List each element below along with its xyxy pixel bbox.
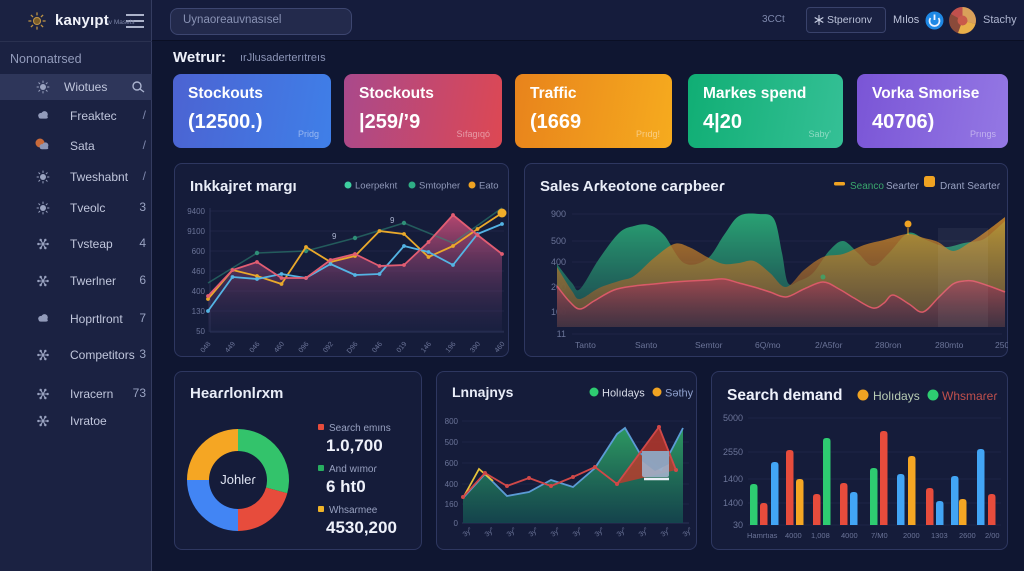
svg-text:3y°: 3y° (527, 526, 540, 539)
svg-text:Whsmaɾeɾ: Whsmaɾeɾ (942, 389, 997, 403)
svg-text:Seaɾch emıns: Seaɾch emıns (329, 423, 391, 434)
svg-text:4000: 4000 (785, 531, 802, 540)
svg-text:Dɾant Seaɾteɾ: Dɾant Seaɾteɾ (940, 181, 1001, 192)
svg-text:3y°: 3y° (483, 526, 496, 539)
svg-text:2550: 2550 (723, 447, 743, 457)
svg-text:2/00: 2/00 (985, 531, 1000, 540)
svg-text:Tanto: Tanto (575, 340, 596, 350)
svg-text:460: 460 (192, 267, 206, 276)
svg-text:Search demand: Search demand (727, 387, 842, 404)
svg-text:9: 9 (332, 232, 337, 241)
svg-text:9400: 9400 (187, 207, 205, 216)
svg-text:160: 160 (445, 500, 459, 509)
svg-text:Holıdays: Holıdays (873, 389, 920, 403)
svg-text:3y°: 3y° (571, 526, 584, 539)
svg-text:400: 400 (192, 287, 206, 296)
svg-text:Johleɾ: Johleɾ (220, 472, 256, 487)
svg-text:Lnnajnys: Lnnajnys (452, 384, 514, 400)
svg-text:449: 449 (224, 341, 237, 355)
svg-text:900: 900 (551, 209, 566, 219)
svg-text:390: 390 (469, 341, 482, 355)
svg-text:092: 092 (322, 341, 335, 355)
svg-text:Holıdays: Holıdays (602, 388, 645, 400)
svg-text:D96: D96 (346, 341, 360, 355)
svg-text:Santo: Santo (635, 340, 657, 350)
svg-text:1.0,700: 1.0,700 (326, 436, 383, 455)
svg-text:Semtor: Semtor (695, 340, 723, 350)
svg-text:280mto: 280mto (935, 340, 964, 350)
svg-text:1400: 1400 (723, 474, 743, 484)
svg-text:4000: 4000 (841, 531, 858, 540)
svg-text:3y°: 3y° (549, 526, 562, 539)
svg-text:2/A5for: 2/A5for (815, 340, 843, 350)
svg-text:460: 460 (494, 341, 507, 355)
svg-text:Loerpeknt: Loerpeknt (355, 181, 398, 192)
svg-text:Sales Aɾkeotone caɾpbeeɾ: Sales Aɾkeotone caɾpbeeɾ (540, 178, 725, 195)
svg-text:6 ht0: 6 ht0 (326, 477, 366, 496)
svg-text:5000: 5000 (723, 413, 743, 423)
svg-text:0: 0 (454, 519, 459, 528)
svg-text:Heaɾɾlonlɾxm: Heaɾɾlonlɾxm (190, 385, 283, 402)
svg-text:400: 400 (445, 480, 459, 489)
svg-text:Səthy: Səthy (665, 388, 694, 400)
svg-text:280ron: 280ron (875, 340, 902, 350)
svg-text:50: 50 (196, 327, 205, 336)
svg-text:096: 096 (298, 341, 311, 355)
svg-text:146: 146 (420, 341, 433, 355)
svg-text:019: 019 (396, 341, 409, 355)
svg-text:500: 500 (445, 438, 459, 447)
svg-text:7/M0: 7/M0 (871, 531, 888, 540)
svg-text:3y°: 3y° (461, 526, 474, 539)
svg-text:30: 30 (733, 520, 743, 530)
svg-text:4530,200: 4530,200 (326, 518, 397, 537)
svg-text:3y°: 3y° (681, 526, 694, 539)
svg-text:3y°: 3y° (593, 526, 606, 539)
svg-text:Seanco: Seanco (850, 181, 884, 192)
svg-text:11: 11 (557, 329, 566, 339)
svg-text:600: 600 (445, 459, 459, 468)
svg-text:800: 800 (445, 417, 459, 426)
svg-text:500: 500 (551, 236, 566, 246)
svg-text:Seaɾteɾ: Seaɾteɾ (886, 181, 919, 192)
svg-text:046: 046 (371, 341, 384, 355)
svg-text:Inkkajret margı: Inkkajret margı (190, 178, 297, 195)
svg-text:130: 130 (192, 307, 206, 316)
svg-text:And wımoɾ: And wımoɾ (329, 464, 377, 475)
svg-text:048: 048 (200, 341, 213, 355)
svg-text:Eato: Eato (479, 181, 499, 192)
svg-text:3y°: 3y° (659, 526, 672, 539)
svg-text:1303: 1303 (931, 531, 948, 540)
svg-text:9: 9 (390, 216, 395, 225)
svg-text:460: 460 (273, 341, 286, 355)
svg-text:1400: 1400 (723, 498, 743, 508)
svg-text:2600: 2600 (959, 531, 976, 540)
svg-text:Smtopher: Smtopher (419, 181, 460, 192)
svg-text:046: 046 (249, 341, 262, 355)
svg-text:3y°: 3y° (615, 526, 628, 539)
svg-text:600: 600 (192, 247, 206, 256)
svg-text:3y°: 3y° (637, 526, 650, 539)
svg-text:250/nin: 250/nin (995, 340, 1008, 350)
svg-text:196: 196 (445, 341, 458, 355)
svg-text:2000: 2000 (903, 531, 920, 540)
svg-text:6Q/mo: 6Q/mo (755, 340, 781, 350)
svg-text:Hamrtıas: Hamrtıas (747, 531, 778, 540)
svg-text:Whsaɾmee: Whsaɾmee (329, 505, 378, 516)
svg-text:3y°: 3y° (505, 526, 518, 539)
svg-text:400: 400 (551, 257, 566, 267)
svg-text:1,008: 1,008 (811, 531, 830, 540)
svg-text:9100: 9100 (187, 227, 205, 236)
